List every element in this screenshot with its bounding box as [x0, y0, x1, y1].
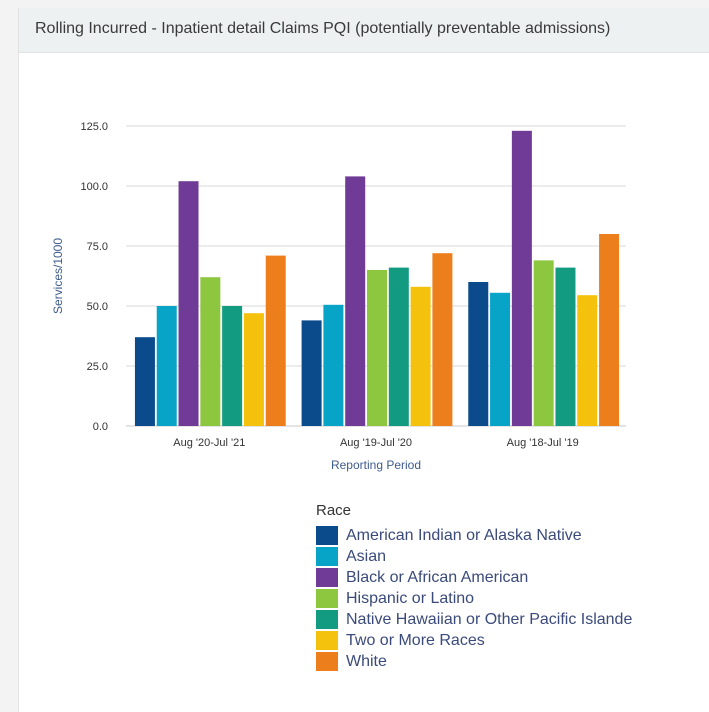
panel-header: Rolling Incurred - Inpatient detail Clai… [19, 8, 709, 53]
bar[interactable] [388, 267, 409, 426]
bar[interactable] [599, 234, 620, 426]
legend-swatch [316, 568, 338, 587]
legend-label: American Indian or Alaska Native [346, 526, 582, 544]
bar[interactable] [367, 270, 387, 426]
legend-item[interactable]: Hispanic or Latino [316, 588, 632, 609]
bar[interactable] [323, 304, 344, 426]
legend-item[interactable]: Black or African American [316, 567, 632, 588]
bar[interactable] [301, 320, 322, 426]
bar[interactable] [511, 130, 532, 427]
y-tick-label: 25.0 [87, 361, 108, 373]
legend-swatch [316, 547, 338, 566]
legend-swatch [316, 610, 338, 629]
legend-title: Race [316, 502, 352, 519]
bars [134, 130, 620, 427]
legend-swatch [316, 526, 338, 545]
y-tick-label: 100.0 [80, 181, 108, 193]
bar[interactable] [134, 337, 155, 426]
legend-item[interactable]: Asian [316, 546, 632, 567]
bar[interactable] [533, 260, 554, 426]
bar[interactable] [555, 267, 576, 426]
bar[interactable] [345, 176, 366, 426]
bar[interactable] [178, 181, 199, 426]
legend-label: White [346, 652, 387, 670]
bar[interactable] [243, 313, 264, 426]
bar[interactable] [265, 255, 286, 426]
bar[interactable] [468, 282, 489, 426]
legend-swatch [316, 631, 338, 650]
legend-label: Native Hawaiian or Other Pacific Islande [346, 610, 633, 628]
y-tick-label: 50.0 [87, 301, 108, 313]
legend-item[interactable]: American Indian or Alaska Native [316, 525, 632, 546]
y-tick-label: 125.0 [80, 121, 108, 133]
legend-label: Two or More Races [346, 631, 485, 649]
bar[interactable] [432, 253, 453, 426]
y-axis-ticks: 0.0 25.0 50.0 75.0 100.0 125.0 [80, 121, 108, 433]
legend-swatch [316, 652, 338, 671]
bar[interactable] [156, 306, 177, 426]
legend-item[interactable]: Two or More Races [316, 630, 632, 651]
x-axis-ticks: Aug '20-Jul '21 Aug '19-Jul '20 Aug '18-Ju… [173, 437, 578, 449]
bar[interactable] [222, 306, 243, 426]
bar[interactable] [200, 277, 221, 426]
legend-items: American Indian or Alaska Native Asian Bla… [316, 525, 632, 672]
legend-item[interactable]: Native Hawaiian or Other Pacific Islande [316, 609, 632, 630]
bar[interactable] [410, 286, 431, 426]
x-tick-label: Aug '19-Jul '20 [340, 437, 412, 449]
x-tick-label: Aug '18-Jul '19 [507, 437, 579, 449]
legend-label: Asian [346, 547, 387, 565]
bar[interactable] [577, 295, 598, 426]
legend-label: Hispanic or Latino [346, 589, 475, 607]
y-tick-label: 75.0 [87, 241, 108, 253]
y-axis-title: Services/1000 [51, 238, 65, 314]
legend-label: Black or African American [346, 568, 529, 586]
bar[interactable] [490, 292, 511, 426]
legend: Race American Indian or Alaska Native Asi… [316, 502, 632, 672]
panel-title: Rolling Incurred - Inpatient detail Clai… [35, 20, 611, 37]
y-tick-label: 0.0 [93, 421, 108, 433]
x-axis-title: Reporting Period [331, 458, 421, 472]
x-tick-label: Aug '20-Jul '21 [173, 437, 245, 449]
bar-chart: 0.0 25.0 50.0 75.0 100.0 125.0 Aug '20-Jul '2… [51, 121, 626, 472]
legend-swatch [316, 589, 338, 608]
legend-item[interactable]: White [316, 651, 632, 672]
